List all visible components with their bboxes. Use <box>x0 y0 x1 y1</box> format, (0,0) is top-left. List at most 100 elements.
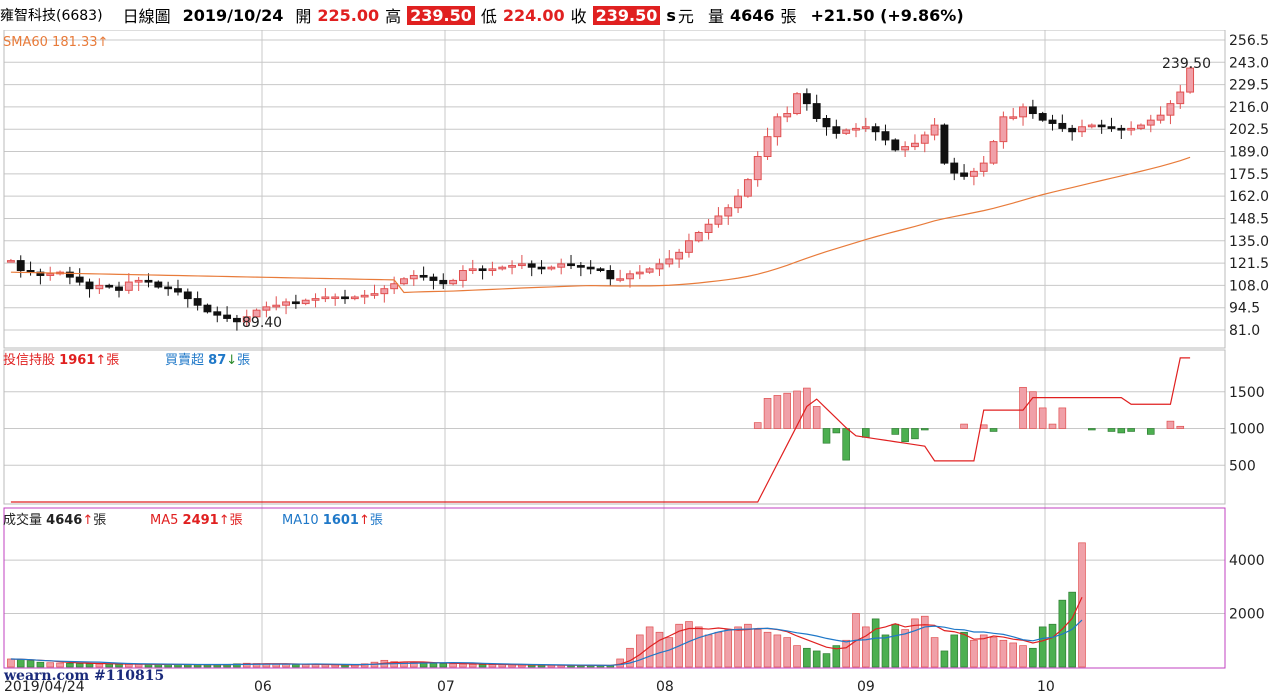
candle-body <box>183 291 192 300</box>
candle-body <box>989 141 998 164</box>
volume-bar <box>7 658 15 668</box>
net-buy-bar <box>862 428 870 438</box>
candle-body <box>321 296 330 300</box>
candle-body <box>252 309 261 318</box>
volume-bar <box>626 647 634 668</box>
candle-body <box>852 127 860 131</box>
candle-body <box>675 251 684 260</box>
volume-bar <box>694 626 703 668</box>
volume-bar <box>911 618 919 668</box>
candle-body <box>419 274 428 278</box>
candle-body <box>1048 119 1057 124</box>
candle-body <box>468 268 477 272</box>
candle-body <box>684 240 693 253</box>
candle-body <box>174 288 182 293</box>
net-buy-bar <box>803 387 811 429</box>
candle-body <box>1107 126 1116 129</box>
x-month-label: 08 <box>656 679 674 694</box>
candle-body <box>1009 116 1018 119</box>
price-tick: 256.5 <box>1229 33 1269 49</box>
candle-body <box>891 139 900 151</box>
close-label: 收 <box>570 7 587 26</box>
low-value: 224.00 <box>502 5 565 25</box>
candle-body <box>842 129 851 134</box>
price-tick: 189.0 <box>1229 145 1269 161</box>
candle-body <box>940 124 949 164</box>
sma-legend: SMA60 181.33↑ <box>3 35 108 50</box>
low-label: 低 <box>480 7 497 26</box>
volume-bar <box>979 634 988 668</box>
candle-body <box>232 317 241 323</box>
candle-body <box>1087 124 1096 128</box>
candle-body <box>115 286 123 291</box>
net-buy-bar <box>1107 428 1116 432</box>
candle-body <box>75 276 84 283</box>
vol-tick: 4000 <box>1229 553 1265 569</box>
candle-body <box>124 281 133 291</box>
candle-body <box>704 223 713 234</box>
candle-body <box>370 293 379 296</box>
volume-bar <box>1009 642 1017 668</box>
volume-bar <box>970 639 978 668</box>
close-value: 239.50 <box>592 5 661 25</box>
candle-body <box>1137 124 1145 129</box>
candle-body <box>537 266 546 270</box>
volume-bar <box>734 626 742 668</box>
min-price-label: 89.40 <box>242 315 282 331</box>
volume-bar <box>930 637 939 668</box>
volume-bar <box>891 623 900 668</box>
candle-body <box>1058 122 1067 129</box>
volume-bar <box>999 639 1008 668</box>
candle-body <box>881 131 890 141</box>
net-buy-bar <box>783 392 791 429</box>
candle-body <box>606 270 615 280</box>
candle-body <box>193 298 202 306</box>
candle-body <box>1068 127 1077 133</box>
inst-tick: 1500 <box>1229 385 1265 401</box>
candle-body <box>85 281 94 290</box>
candle-body <box>763 136 772 157</box>
price-panel[interactable] <box>3 30 1226 349</box>
candle-body <box>743 179 752 197</box>
candle-body <box>1176 91 1185 105</box>
candle-body <box>802 93 811 105</box>
volume-value: 4646 <box>729 5 775 25</box>
net-buy-legend: 買賣超 87↓張 <box>165 353 250 368</box>
candle-body <box>1097 124 1106 128</box>
volume-bar <box>1048 623 1057 668</box>
price-tick: 135.0 <box>1229 234 1269 250</box>
price-tick: 216.0 <box>1229 100 1269 116</box>
institution-panel[interactable] <box>3 349 1226 505</box>
candle-body <box>488 268 497 272</box>
open-label: 開 <box>295 7 312 26</box>
volume-bar <box>793 645 801 668</box>
volume-bar <box>862 626 870 668</box>
net-buy-bar <box>1176 425 1185 429</box>
candle-body <box>291 301 300 305</box>
volume-bar <box>989 637 998 668</box>
volume-panel[interactable] <box>3 507 1226 669</box>
net-buy-bar <box>793 390 801 429</box>
candle-body <box>665 258 674 265</box>
volume-bar <box>724 629 733 668</box>
candle-body <box>154 281 163 288</box>
candle-body <box>714 215 723 225</box>
volume-bar <box>468 663 477 668</box>
net-buy-bar <box>753 422 762 429</box>
period-label: 日線圖 <box>122 7 171 26</box>
high-value: 239.50 <box>407 5 475 25</box>
volume-bar <box>763 631 772 668</box>
x-start-label: 2019/04/24 <box>4 679 85 694</box>
net-buy-bar <box>891 428 900 435</box>
net-buy-bar <box>773 395 782 429</box>
net-buy-bar <box>1117 428 1126 434</box>
candle-body <box>400 278 408 285</box>
candle-body <box>832 126 841 134</box>
candle-body <box>901 146 910 151</box>
stock-chart[interactable]: 256.5 243.0 229.5 216.0 202.5 189.0 175.5 162.0… <box>0 30 1280 694</box>
quote-date: 2019/10/24 <box>182 5 284 25</box>
unit-s: s <box>666 5 676 25</box>
net-buy-bar <box>1019 386 1027 429</box>
candle-body <box>626 273 634 280</box>
candle-body <box>969 170 978 177</box>
